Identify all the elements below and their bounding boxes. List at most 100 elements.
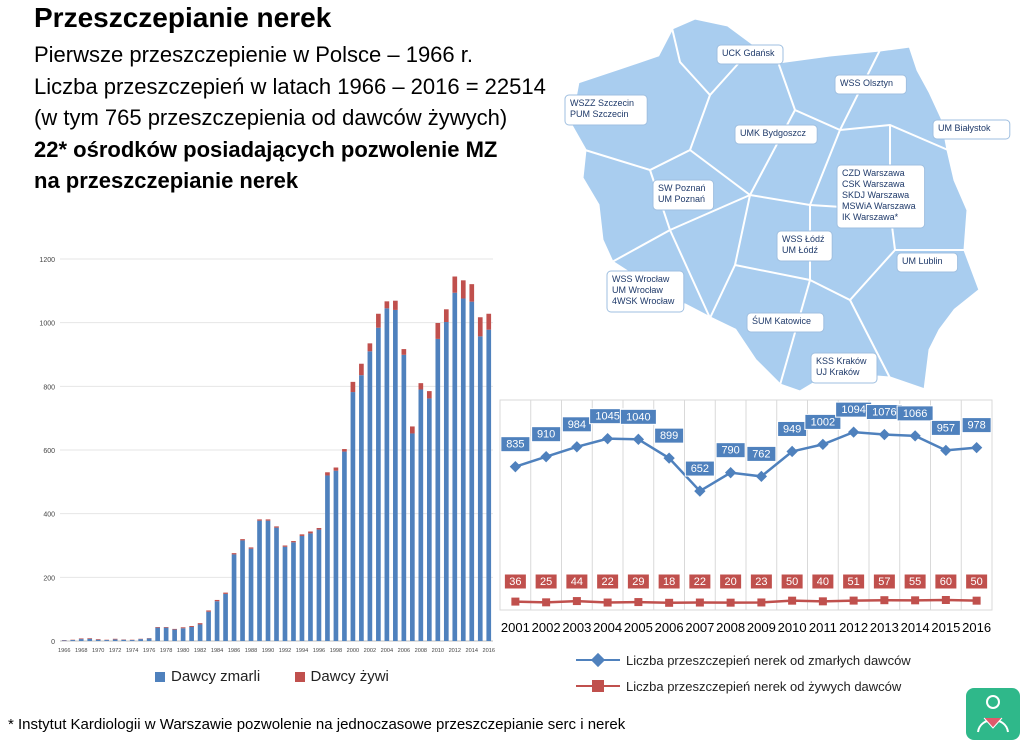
bar-deceased [443,322,449,641]
data-label-text: 23 [755,576,767,588]
data-label-text: 51 [848,576,860,588]
line-chart-grid [530,400,962,610]
data-label-box [965,573,989,590]
bar-deceased [393,309,398,641]
bar-deceased [384,308,390,641]
legend-label-living: Liczba przeszczepień nerek od żywych daw… [626,679,902,694]
bar-living [231,553,237,555]
data-label-deceased: 835 [500,436,531,453]
page-title: Przeszczepianie nerek [34,2,332,33]
map-label-text: CSK Warszawa [842,179,905,189]
bar-chart-bars [61,276,492,641]
data-label-box [961,417,992,434]
data-label-text: 40 [817,576,829,588]
bar-x-tick-label: 1994 [296,648,308,654]
bar-x-tick-label: 2006 [398,648,410,654]
line-point-living [757,598,766,607]
line-series-deceased [514,430,977,493]
map-label-text: WSZZ Szczecin [570,98,634,108]
map-label-text: SKDJ Warszawa [842,190,909,200]
bar-x-tick-label: 1998 [330,648,342,654]
data-label-box [719,573,743,590]
data-label-text: 29 [632,576,644,588]
bar-deceased [359,375,364,641]
bar-y-tick-label: 400 [43,512,55,519]
line-chart: 835 910 984 1045 1040 899 652 790 762 949 1002 1094… [499,399,993,694]
data-label-deceased: 910 [531,426,562,443]
data-label-box [903,573,927,590]
data-label-text: 957 [937,422,955,434]
map-label-text: UM Łódź [782,245,819,255]
data-label-text: 1076 [872,407,896,419]
bar-living [163,626,169,628]
map-label-text: 4WSK Wrocław [612,296,675,306]
bar-x-tick-label: 1990 [262,648,274,654]
bar-deceased [376,327,381,641]
bar-living [274,526,279,528]
data-label-text: 36 [509,576,521,588]
bar-deceased [418,389,424,641]
map-label-text: CZD Warszawa [842,168,905,178]
map-label-text: UJ Kraków [816,367,860,377]
bar-deceased [460,298,466,641]
data-label-text: 44 [571,576,583,588]
data-label-box [654,427,685,444]
data-label-text: 1002 [811,416,835,428]
bar-x-tick-label: 1992 [279,648,291,654]
bar-deceased [129,640,135,641]
bar-deceased [61,640,67,641]
data-label-living: 44 [565,573,589,590]
bar-living [486,313,492,330]
line-x-tick-label: 2004 [593,620,622,635]
data-label-box [872,573,896,590]
line-x-tick-label: 2011 [809,620,837,635]
bar-deceased [206,611,211,641]
data-label-living: 51 [842,573,866,590]
bar-living [350,381,356,393]
bar-deceased [477,336,483,641]
line-x-tick-label: 2009 [747,620,776,635]
data-label-box [842,573,866,590]
total-transplants-text: Liczba przeszczepień w latach 1966 – 201… [34,74,546,99]
line-point-living [665,598,674,607]
bar-deceased [325,475,330,641]
bar-x-tick-label: 2004 [381,648,393,654]
bar-deceased [299,535,305,641]
bar-deceased [223,593,228,641]
data-label-living: 36 [503,573,527,590]
data-label-text: 899 [660,430,678,442]
bar-deceased [410,433,415,641]
data-label-deceased: 978 [961,417,992,434]
map-label-text: IK Warszawa* [842,212,899,222]
line-x-tick-label: 2010 [778,620,807,635]
bar-deceased [435,338,441,641]
line-point-living [726,598,735,607]
line-point-living [818,597,827,606]
data-label-deceased: 1045 [589,408,627,425]
map-label-box [896,252,959,273]
map-label-text: UM Wrocław [612,285,663,295]
bar-living [443,309,449,323]
data-label-text: 1040 [626,411,650,423]
bar-living [206,610,211,612]
map-label-box [776,230,833,262]
line-chart-legend: Liczba przeszczepień nerek od zmarłych d… [576,652,911,694]
bar-living [342,449,347,452]
bar-deceased [469,301,475,641]
bar-deceased [265,520,271,641]
data-label-living: 18 [657,573,681,590]
bar-x-tick-label: 1972 [109,648,121,654]
data-label-box [684,460,715,477]
data-label-text: 1045 [595,411,619,423]
footnote: * Instytut Kardiologii w Warszawie pozwo… [8,716,626,733]
line-point-living [849,596,858,605]
data-label-text: 978 [967,420,985,432]
bar-deceased [350,392,356,641]
bar-living [112,638,118,640]
line-point-living [880,596,889,605]
line-series-living [515,598,977,605]
bar-y-tick-label: 800 [43,384,55,391]
bar-living [477,317,483,337]
bar-living [469,284,475,302]
